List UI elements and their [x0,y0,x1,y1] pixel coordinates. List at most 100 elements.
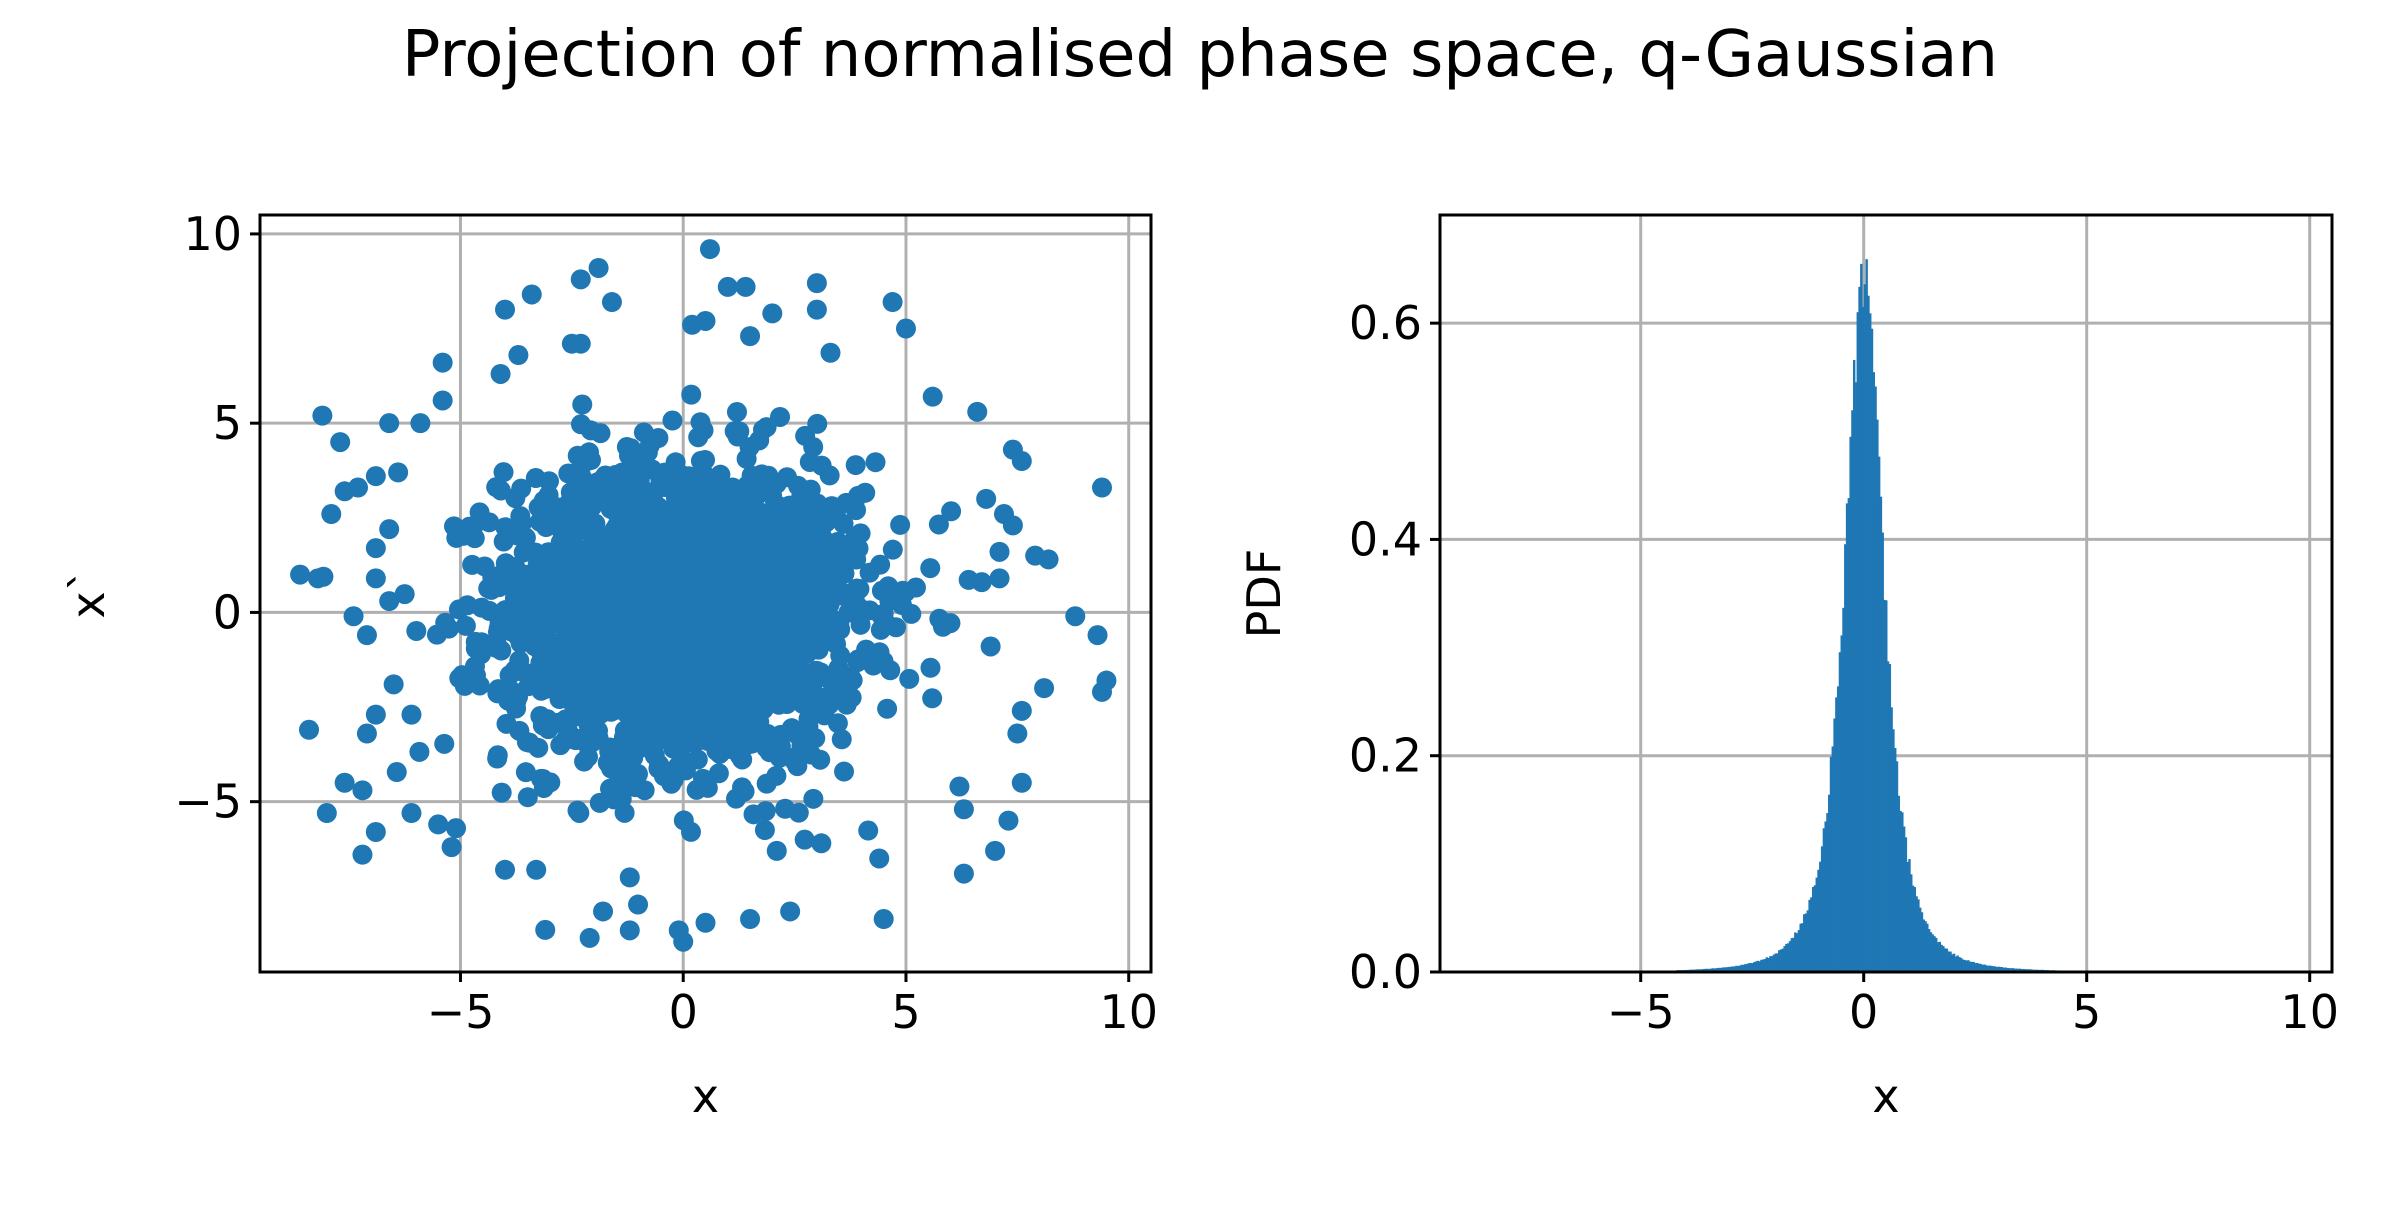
scatter-point [343,606,364,627]
scatter-point [740,663,761,684]
scatter-point [633,422,654,443]
scatter-point [491,782,512,803]
scatter-point [680,821,701,842]
histogram-bar [1954,956,1958,972]
histogram-bar [1920,912,1924,972]
scatter-point [602,696,623,717]
scatter-point [495,859,516,880]
scatter-point [788,475,809,496]
histogram-bar [1786,943,1790,972]
histogram-bar [1968,961,1972,972]
scatter-point [608,507,629,528]
scatter-point [1034,678,1055,699]
scatter-point [464,528,485,549]
scatter-point [858,820,879,841]
histogram-bar [1860,263,1863,972]
scatter-point [1091,477,1112,498]
histogram-bar [1820,846,1824,972]
histogram-bar [1861,306,1865,972]
scatter-point [762,303,783,324]
scatter-point [619,867,640,888]
histogram-bar [1863,284,1867,972]
scatter-point [586,600,607,621]
scatter-point [616,437,637,458]
x-tick-label: 5 [891,985,920,1039]
scatter-point [388,462,409,483]
histogram-bar [1715,968,1719,972]
scatter-point [567,800,588,821]
scatter-point [784,751,805,772]
scatter-point [695,912,716,933]
histogram-bar [1733,966,1736,972]
scatter-point [624,681,645,702]
histogram-bar [1744,964,1747,972]
scatter-point [976,488,997,509]
histogram-bar [1803,914,1806,972]
scatter-point [922,688,943,709]
scatter-point [735,276,756,297]
histogram-bar [1963,959,1966,972]
scatter-point [1002,515,1023,536]
histogram-bar [2011,968,2015,972]
scatter-point [850,523,871,544]
histogram-bar [1979,963,1983,972]
scatter-point [653,531,674,552]
scatter-point [775,798,796,819]
x-tick-label: −5 [1607,985,1675,1039]
scatter-point [524,585,545,606]
scatter-point [831,729,852,750]
scatter-point [730,486,751,507]
scatter-point [565,730,586,751]
histogram-bar [1817,869,1820,972]
scatter-point [299,719,320,740]
histogram-bar [1772,954,1776,972]
histogram-bar [1899,810,1902,972]
scatter-point [659,654,680,675]
histogram-bar [2001,967,2004,972]
scatter-point [745,645,766,666]
scatter-point [827,713,848,734]
histogram-bar [1838,652,1842,972]
scatter-point [352,780,373,801]
scatter-point [686,779,707,800]
scatter-point [562,648,583,669]
histogram-bar [1985,965,1988,972]
scatter-point [505,556,526,577]
scatter-point [806,299,827,320]
histogram-bar [1833,718,1836,972]
scatter-point [601,559,622,580]
scatter-point [409,741,430,762]
scatter-point [594,467,615,488]
y-axis-label: x` [61,568,115,618]
histogram-bar [2015,968,2018,972]
scatter-point [929,608,950,629]
plot-area [1676,259,2061,972]
scatter-point [941,501,962,522]
scatter-point [571,621,592,642]
histogram-bar [1851,410,1854,972]
scatter-point [870,554,891,575]
scatter-point [811,455,832,476]
histogram-bar [1710,968,1713,972]
scatter-point [795,525,816,546]
scatter-point [565,568,586,589]
histogram-bar [2002,967,2006,972]
y-tick-label: 0 [213,585,242,639]
histogram-bar [1735,965,1738,972]
histogram-bar [1754,961,1758,972]
scatter-point [379,519,400,540]
histogram-bar [1726,967,1729,972]
y-tick-label: 0.6 [1349,296,1422,350]
scatter-point [704,537,725,558]
scatter-point [834,761,855,782]
scatter-point [700,610,721,631]
scatter-point [998,810,1019,831]
scatter-point [312,405,333,426]
scatter-point [669,474,690,495]
y-tick-label: 5 [213,396,242,450]
histogram-bar [1938,941,1942,972]
scatter-point [549,609,570,630]
scatter-point [920,558,941,579]
histogram-bar [1965,960,1968,972]
histogram-bar [1877,456,1881,972]
